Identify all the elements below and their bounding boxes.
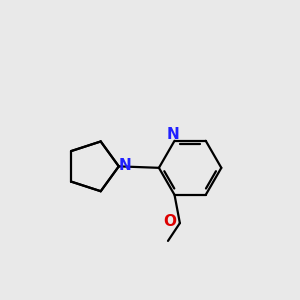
Text: N: N [119,158,132,173]
Text: O: O [164,214,177,229]
Text: N: N [167,127,179,142]
